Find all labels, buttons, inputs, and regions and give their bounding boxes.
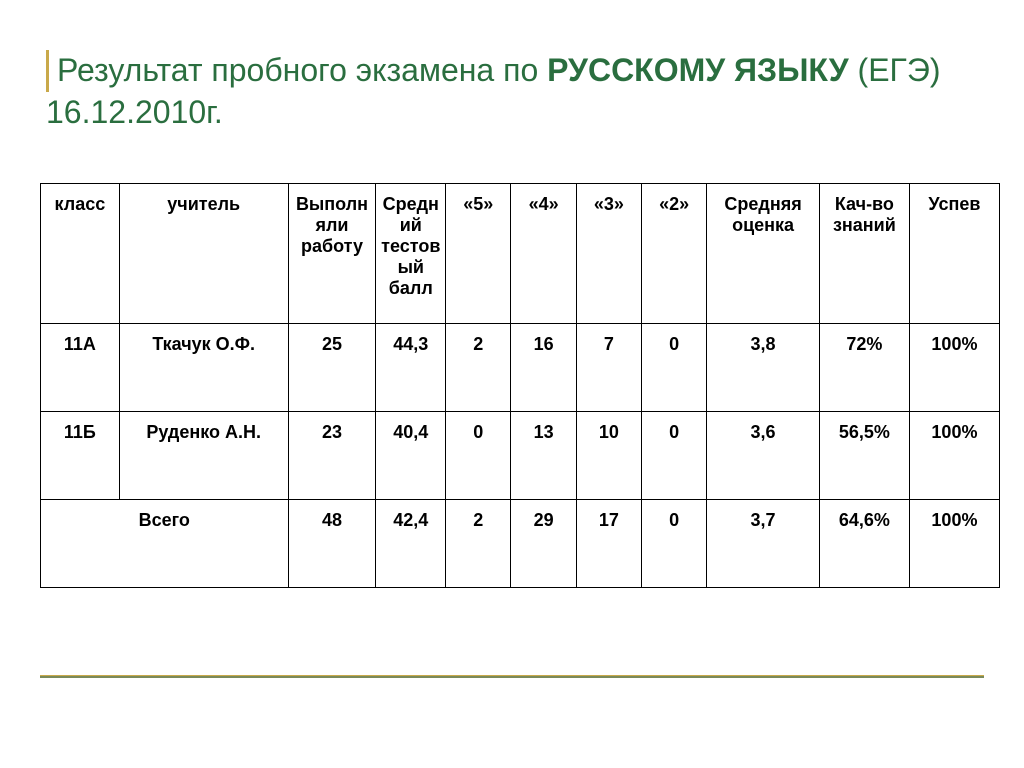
cell-total-pass: 100% [909,500,999,588]
header-pass: Успев [909,184,999,324]
slide-title: Результат пробного экзамена по РУССКОМУ … [40,50,984,133]
cell-pass: 100% [909,324,999,412]
cell-class: 11А [41,324,120,412]
footer-divider [40,675,984,678]
title-date: 16.12.2010г. [46,94,223,130]
cell-total-g5: 2 [446,500,511,588]
cell-completed: 23 [288,412,376,500]
cell-pass: 100% [909,412,999,500]
cell-avg-grade: 3,8 [707,324,820,412]
cell-total-completed: 48 [288,500,376,588]
cell-total-label: Всего [41,500,289,588]
cell-total-g2: 0 [642,500,707,588]
header-g2: «2» [642,184,707,324]
table-header-row: класс учитель Выполняли работу Средний т… [41,184,1000,324]
header-g5: «5» [446,184,511,324]
table-total-row: Всего 48 42,4 2 29 17 0 3,7 64,6% 100% [41,500,1000,588]
header-class: класс [41,184,120,324]
cell-g3: 7 [576,324,641,412]
cell-g4: 16 [511,324,576,412]
cell-teacher: Ткачук О.Ф. [119,324,288,412]
cell-class: 11Б [41,412,120,500]
slide: Результат пробного экзамена по РУССКОМУ … [0,0,1024,768]
header-completed: Выполняли работу [288,184,376,324]
cell-avg-test: 44,3 [376,324,446,412]
cell-total-avg-grade: 3,7 [707,500,820,588]
results-table: класс учитель Выполняли работу Средний т… [40,183,1000,588]
cell-total-avg-test: 42,4 [376,500,446,588]
title-part3: (ЕГЭ) [849,52,941,88]
header-avg-grade: Средняя оценка [707,184,820,324]
cell-g5: 2 [446,324,511,412]
header-teacher: учитель [119,184,288,324]
header-g4: «4» [511,184,576,324]
cell-total-quality: 64,6% [819,500,909,588]
cell-g2: 0 [642,412,707,500]
cell-quality: 72% [819,324,909,412]
header-quality: Кач-во знаний [819,184,909,324]
cell-g5: 0 [446,412,511,500]
header-g3: «3» [576,184,641,324]
cell-g2: 0 [642,324,707,412]
cell-avg-test: 40,4 [376,412,446,500]
cell-avg-grade: 3,6 [707,412,820,500]
cell-teacher: Руденко А.Н. [119,412,288,500]
table-row: 11А Ткачук О.Ф. 25 44,3 2 16 7 0 3,8 72%… [41,324,1000,412]
cell-g4: 13 [511,412,576,500]
cell-total-g4: 29 [511,500,576,588]
table-row: 11Б Руденко А.Н. 23 40,4 0 13 10 0 3,6 5… [41,412,1000,500]
cell-completed: 25 [288,324,376,412]
title-part1: Результат пробного экзамена по [57,52,547,88]
cell-total-g3: 17 [576,500,641,588]
title-bold: РУССКОМУ ЯЗЫКУ [547,52,849,88]
header-avg-test: Средний тестовый балл [376,184,446,324]
cell-g3: 10 [576,412,641,500]
cell-quality: 56,5% [819,412,909,500]
